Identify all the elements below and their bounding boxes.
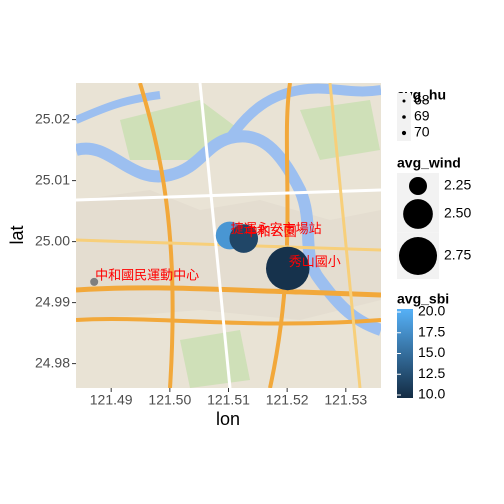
legend-dot	[399, 237, 437, 275]
x-tick-label: 121.49	[90, 392, 133, 408]
legend-label: 69	[414, 108, 430, 124]
point-label: 中和公園	[245, 224, 297, 239]
y-tick-label: 24.99	[35, 293, 70, 309]
legend-dot	[409, 177, 427, 195]
legend-label: 15.0	[418, 344, 445, 360]
legend-title: avg_sbi	[397, 291, 449, 307]
colorbar	[397, 309, 413, 398]
legend-title: avg_wind	[397, 155, 461, 171]
x-tick-label: 121.53	[324, 392, 367, 408]
point-label: 秀山國小	[289, 254, 341, 269]
point	[265, 246, 310, 291]
y-tick-label: 25.01	[35, 171, 70, 187]
y-tick-label: 25.00	[35, 232, 70, 248]
point-label: 中和國民運動中心	[95, 267, 199, 282]
map-background	[76, 83, 381, 388]
legend-dot	[403, 199, 433, 229]
x-axis-title: lon	[216, 409, 240, 429]
legend-dot	[401, 130, 407, 136]
legend-label: 17.5	[418, 323, 445, 339]
x-tick-label: 121.50	[148, 392, 191, 408]
legend-label: 70	[414, 124, 430, 140]
legend-label: 10.0	[418, 386, 445, 402]
legend-label: 2.75	[444, 247, 471, 263]
point	[90, 277, 99, 286]
x-tick-label: 121.52	[266, 392, 309, 408]
legend-label: 2.50	[444, 205, 471, 221]
legend-label: 20.0	[418, 303, 445, 319]
legend-label: 68	[414, 92, 430, 108]
y-tick-label: 25.02	[35, 110, 70, 126]
legend-dot	[402, 115, 406, 119]
legend-dot	[402, 99, 406, 103]
point	[229, 224, 259, 253]
point-label: 捷運永安市場站	[231, 221, 322, 236]
y-tick-label: 24.98	[35, 354, 70, 370]
y-axis-title: lat	[7, 225, 27, 244]
x-tick-label: 121.51	[207, 392, 250, 408]
legend-label: 12.5	[418, 365, 445, 381]
legend-label: 2.25	[444, 177, 471, 193]
